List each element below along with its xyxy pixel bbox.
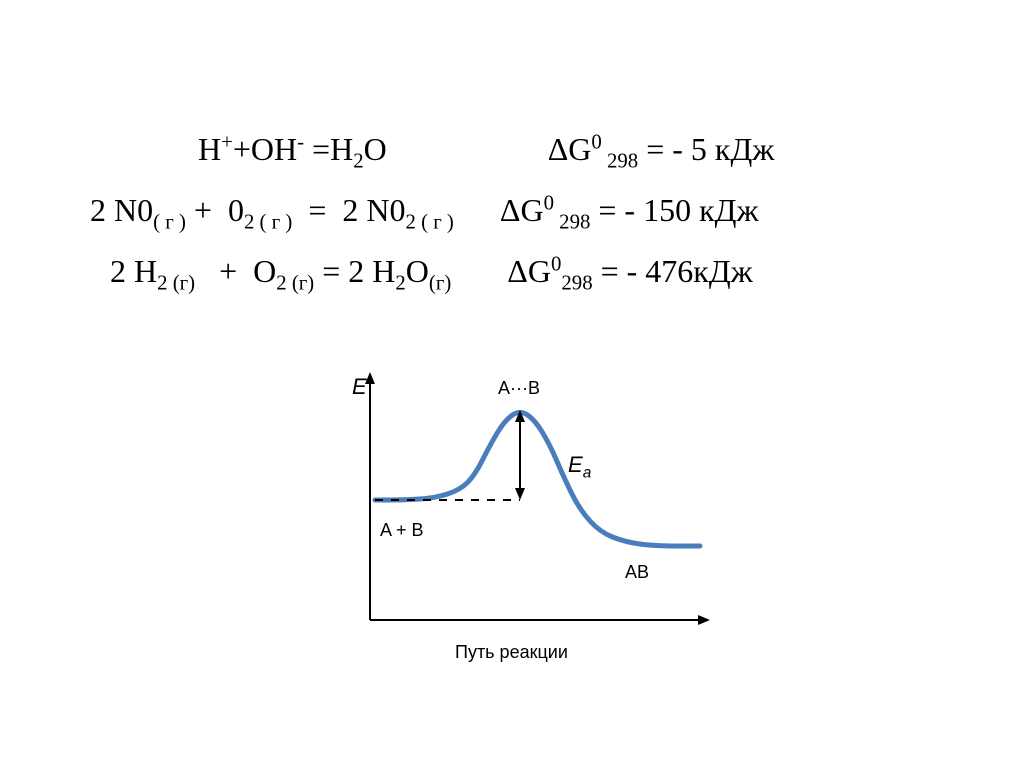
x-axis-label: Путь реакции [455, 642, 568, 663]
eq1-right: ΔG0 298 = - 5 кДж [548, 131, 775, 167]
equation-1: H++OH- =H2O ΔG0 298 = - 5 кДж [90, 130, 940, 173]
equation-2: 2 N0( г ) + 02 ( г ) = 2 N02 ( г ) ΔG0 2… [90, 191, 940, 234]
equation-3: 2 H2 (г) + O2 (г) = 2 H2O(г) ΔG0298 = - … [90, 252, 940, 295]
equations-block: H++OH- =H2O ΔG0 298 = - 5 кДж 2 N0( г ) … [90, 130, 940, 313]
eq2-right: ΔG0 298 = - 150 кДж [500, 192, 759, 228]
ea-label: Ea [568, 452, 591, 482]
x-axis-arrow [698, 615, 710, 625]
eq3-left: 2 H2 (г) + O2 (г) = 2 H2O(г) [110, 253, 451, 289]
eq1-left: H++OH- =H2O [198, 131, 387, 167]
chart-svg [310, 370, 710, 670]
energy-profile-chart: E A···B Ea A + B AB Путь реакции [310, 370, 710, 670]
peak-label: A···B [498, 378, 540, 399]
ea-sub: a [583, 464, 592, 481]
energy-curve [375, 413, 700, 547]
eq2-left: 2 N0( г ) + 02 ( г ) = 2 N02 ( г ) [90, 192, 454, 228]
ea-letter: E [568, 452, 583, 477]
eq3-right: ΔG0298 = - 476кДж [507, 253, 752, 289]
products-label: AB [625, 562, 649, 583]
ea-arrow-bottom [515, 488, 525, 500]
y-axis-label: E [352, 374, 367, 400]
reactants-label: A + B [380, 520, 424, 541]
